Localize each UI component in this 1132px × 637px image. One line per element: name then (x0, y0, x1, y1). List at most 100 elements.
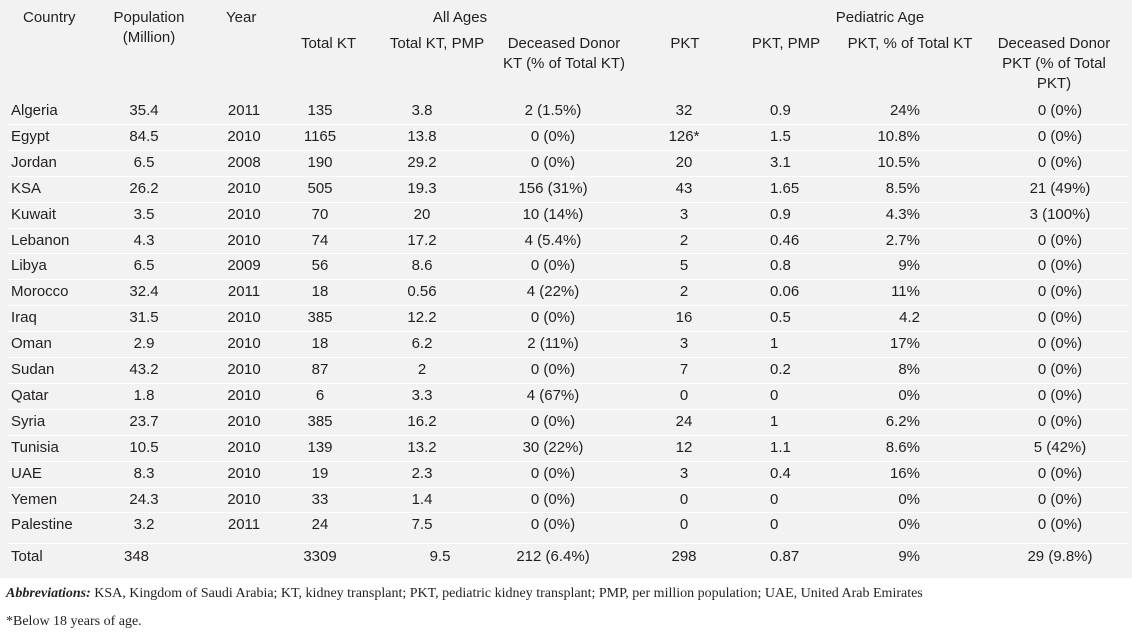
cell-dd-kt: 0 (0%) (530, 153, 576, 171)
row-separator (8, 201, 1128, 203)
cell-kt-pmp: 12.2 (407, 309, 437, 327)
cell-population: 1.8 (133, 386, 155, 404)
table-row: Palestine 3.2 2011 24 7.5 0 (0%) 0 0 0% 0 (0%) (0, 512, 1132, 538)
cell-dd-kt: 4 (67%) (526, 386, 580, 404)
cell-pkt-pct: 24% (889, 102, 920, 119)
cell-dd-pkt: 0 (0%) (1037, 257, 1083, 275)
cell-total-kt: 385 (307, 309, 333, 327)
cell-kt-pmp: 20 (413, 205, 431, 223)
table-row: Lebanon 4.3 2010 74 17.2 4 (5.4%) 2 0.46 2.7% 0 (… (0, 228, 1132, 254)
cell-pkt-pmp: 0.9 (770, 205, 791, 223)
cell-kt-pmp: 1.4 (411, 490, 433, 508)
cell-total-kt: 135 (307, 102, 333, 119)
row-separator (8, 357, 1128, 358)
cell-year: 2010 (227, 205, 261, 223)
cell-dd-pkt: 0 (0%) (1037, 412, 1083, 430)
cell-pkt-pmp: 0 (770, 516, 779, 534)
cell-dd-pkt: 0 (0%) (1037, 231, 1083, 249)
cell-pkt: 43 (675, 179, 693, 197)
cell-country: UAE (11, 464, 42, 482)
cell-kt-pmp: 7.5 (411, 516, 433, 534)
cell-year: 2010 (227, 179, 261, 197)
cell-dd-pkt: 29 (9.8%) (1027, 548, 1093, 565)
cell-pkt-pct: 10.8% (877, 127, 920, 145)
cell-population: 35.4 (129, 102, 159, 119)
cell-pkt: 3 (679, 335, 689, 353)
cell-year: 2011 (227, 516, 261, 534)
cell-population: 23.7 (129, 412, 159, 430)
cell-country: Iraq (11, 309, 37, 327)
cell-dd-kt: 0 (0%) (530, 412, 576, 430)
cell-dd-kt: 30 (22%) (522, 438, 584, 456)
table-row: UAE 8.3 2010 19 2.3 0 (0%) 3 0.4 16% 0 (0%) (0, 461, 1132, 487)
cell-year: 2010 (227, 438, 261, 456)
cell-pkt-pct: 4.2 (899, 309, 920, 327)
cell-pkt-pct: 11% (891, 283, 920, 301)
cell-dd-pkt: 0 (0%) (1037, 102, 1083, 119)
cell-pkt-pmp: 3.1 (770, 153, 791, 171)
cell-dd-pkt: 0 (0%) (1037, 335, 1083, 353)
cell-pkt-pmp: 0 (770, 490, 779, 508)
cell-year: 2010 (227, 335, 261, 353)
cell-pkt-pmp: 0.5 (770, 309, 791, 327)
cell-dd-pkt: 0 (0%) (1037, 283, 1083, 301)
cell-total-kt: 6 (315, 386, 325, 404)
cell-kt-pmp: 2 (417, 361, 427, 378)
cell-pkt: 5 (679, 257, 689, 275)
cell-kt-pmp: 2.3 (411, 464, 433, 482)
row-separator (8, 253, 1128, 255)
cell-year: 2010 (227, 361, 261, 378)
cell-year: 2009 (227, 257, 261, 275)
header-all-ages: All Ages (432, 9, 488, 26)
cell-dd-pkt: 5 (42%) (1033, 438, 1087, 456)
cell-population: 3.2 (133, 516, 155, 534)
cell-country: Egypt (11, 127, 50, 145)
cell-population: 32.4 (129, 283, 159, 301)
cell-population: 8.3 (133, 464, 155, 482)
row-separator (8, 486, 1128, 488)
cell-dd-kt: 4 (22%) (526, 283, 580, 301)
cell-pkt: 32 (675, 102, 693, 119)
row-separator (8, 279, 1128, 281)
cell-kt-pmp: 13.8 (407, 127, 437, 145)
cell-population: 6.5 (133, 257, 155, 275)
cell-pkt: 24 (675, 412, 693, 430)
row-separator (8, 512, 1128, 514)
cell-pkt-pct: 17% (889, 335, 920, 353)
cell-year: 2011 (227, 283, 261, 301)
cell-total-kt: 70 (311, 205, 329, 223)
cell-dd-kt: 10 (14%) (522, 205, 584, 223)
abbreviations-note: Abbreviations: KSA, Kingdom of Saudi Ara… (6, 584, 1126, 604)
cell-pkt: 0 (679, 516, 689, 534)
table-row: Tunisia 10.5 2010 139 13.2 30 (22%) 12 1.1 8.6% 5… (0, 435, 1132, 461)
abbreviations-label: Abbreviations: (6, 586, 91, 601)
cell-pkt-pct: 4.3% (885, 205, 920, 223)
row-separator (8, 123, 1128, 125)
cell-population: 6.5 (133, 153, 155, 171)
cell-dd-kt: 2 (1.5%) (524, 102, 582, 119)
cell-population: 26.2 (129, 179, 159, 197)
header-pkt: PKT (670, 35, 700, 52)
cell-pkt-pmp: 1 (770, 335, 779, 353)
cell-total-kt: 190 (307, 153, 333, 171)
cell-dd-pkt: 0 (0%) (1037, 361, 1083, 378)
cell-country: KSA (11, 179, 42, 197)
cell-dd-pkt: 0 (0%) (1037, 490, 1083, 508)
cell-pkt: 298 (671, 548, 697, 565)
cell-total-kt: 18 (311, 335, 329, 353)
cell-pkt: 7 (679, 361, 689, 378)
cell-kt-pmp: 13.2 (407, 438, 437, 456)
cell-year: 2010 (227, 386, 261, 404)
cell-kt-pmp: 3.8 (411, 102, 433, 119)
cell-pkt-pct: 6.2% (885, 412, 920, 430)
table-row: Libya 6.5 2009 56 8.6 0 (0%) 5 0.8 9% 0 (0%) (0, 253, 1132, 279)
cell-country: Libya (11, 257, 47, 275)
cell-dd-pkt: 0 (0%) (1037, 127, 1083, 145)
cell-year: 2010 (227, 127, 261, 145)
row-separator (8, 227, 1128, 229)
cell-total-kt: 385 (307, 412, 333, 430)
cell-dd-pkt: 21 (49%) (1029, 179, 1091, 197)
cell-kt-pmp: 6.2 (411, 335, 433, 353)
row-separator (8, 382, 1128, 384)
cell-pkt: 2 (679, 283, 689, 301)
